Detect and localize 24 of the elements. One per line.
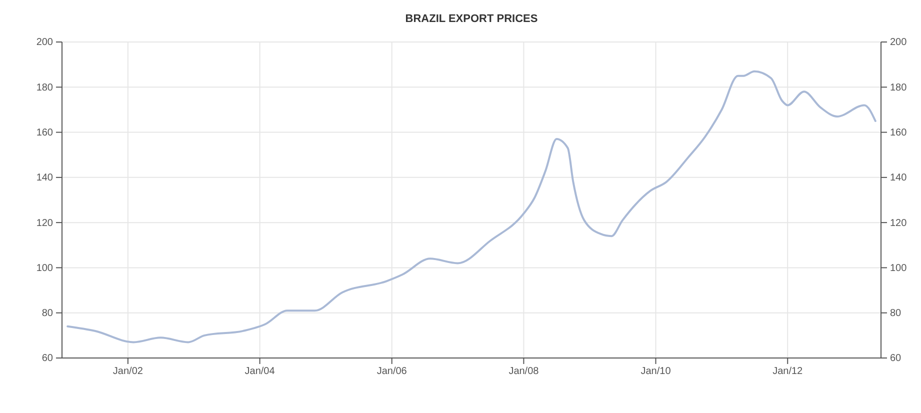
y2-tick-label: 200 [890, 37, 908, 48]
y2-tick-label: 100 [890, 262, 908, 274]
chart-title: BRAZIL EXPORT PRICES [405, 13, 538, 25]
y2-tick-label: 60 [890, 353, 902, 364]
y2-tick-label: 180 [890, 82, 908, 94]
x-tick-label: Jan/12 [772, 366, 804, 378]
line-series [66, 70, 876, 344]
y-tick-label: 200 [36, 37, 54, 48]
y-tick-label: 100 [36, 262, 54, 274]
y-tick-label: 60 [42, 353, 54, 364]
y-tick-label: 140 [36, 172, 54, 184]
y2-tick-label: 160 [890, 127, 908, 138]
y2-tick-label: 120 [890, 218, 908, 229]
y2-tick-label: 140 [890, 172, 908, 184]
x-tick-label: Jan/06 [376, 366, 408, 378]
y-tick-label: 180 [36, 82, 54, 94]
x-tick-label: Jan/02 [112, 366, 144, 378]
y2-tick-label: 80 [890, 308, 902, 320]
x-tick-label: Jan/10 [640, 366, 672, 378]
y-tick-label: 120 [36, 218, 54, 229]
x-tick-label: Jan/04 [244, 366, 276, 378]
x-tick-label: Jan/08 [508, 366, 540, 378]
y-tick-label: 80 [42, 308, 54, 320]
y-tick-label: 160 [36, 127, 54, 138]
